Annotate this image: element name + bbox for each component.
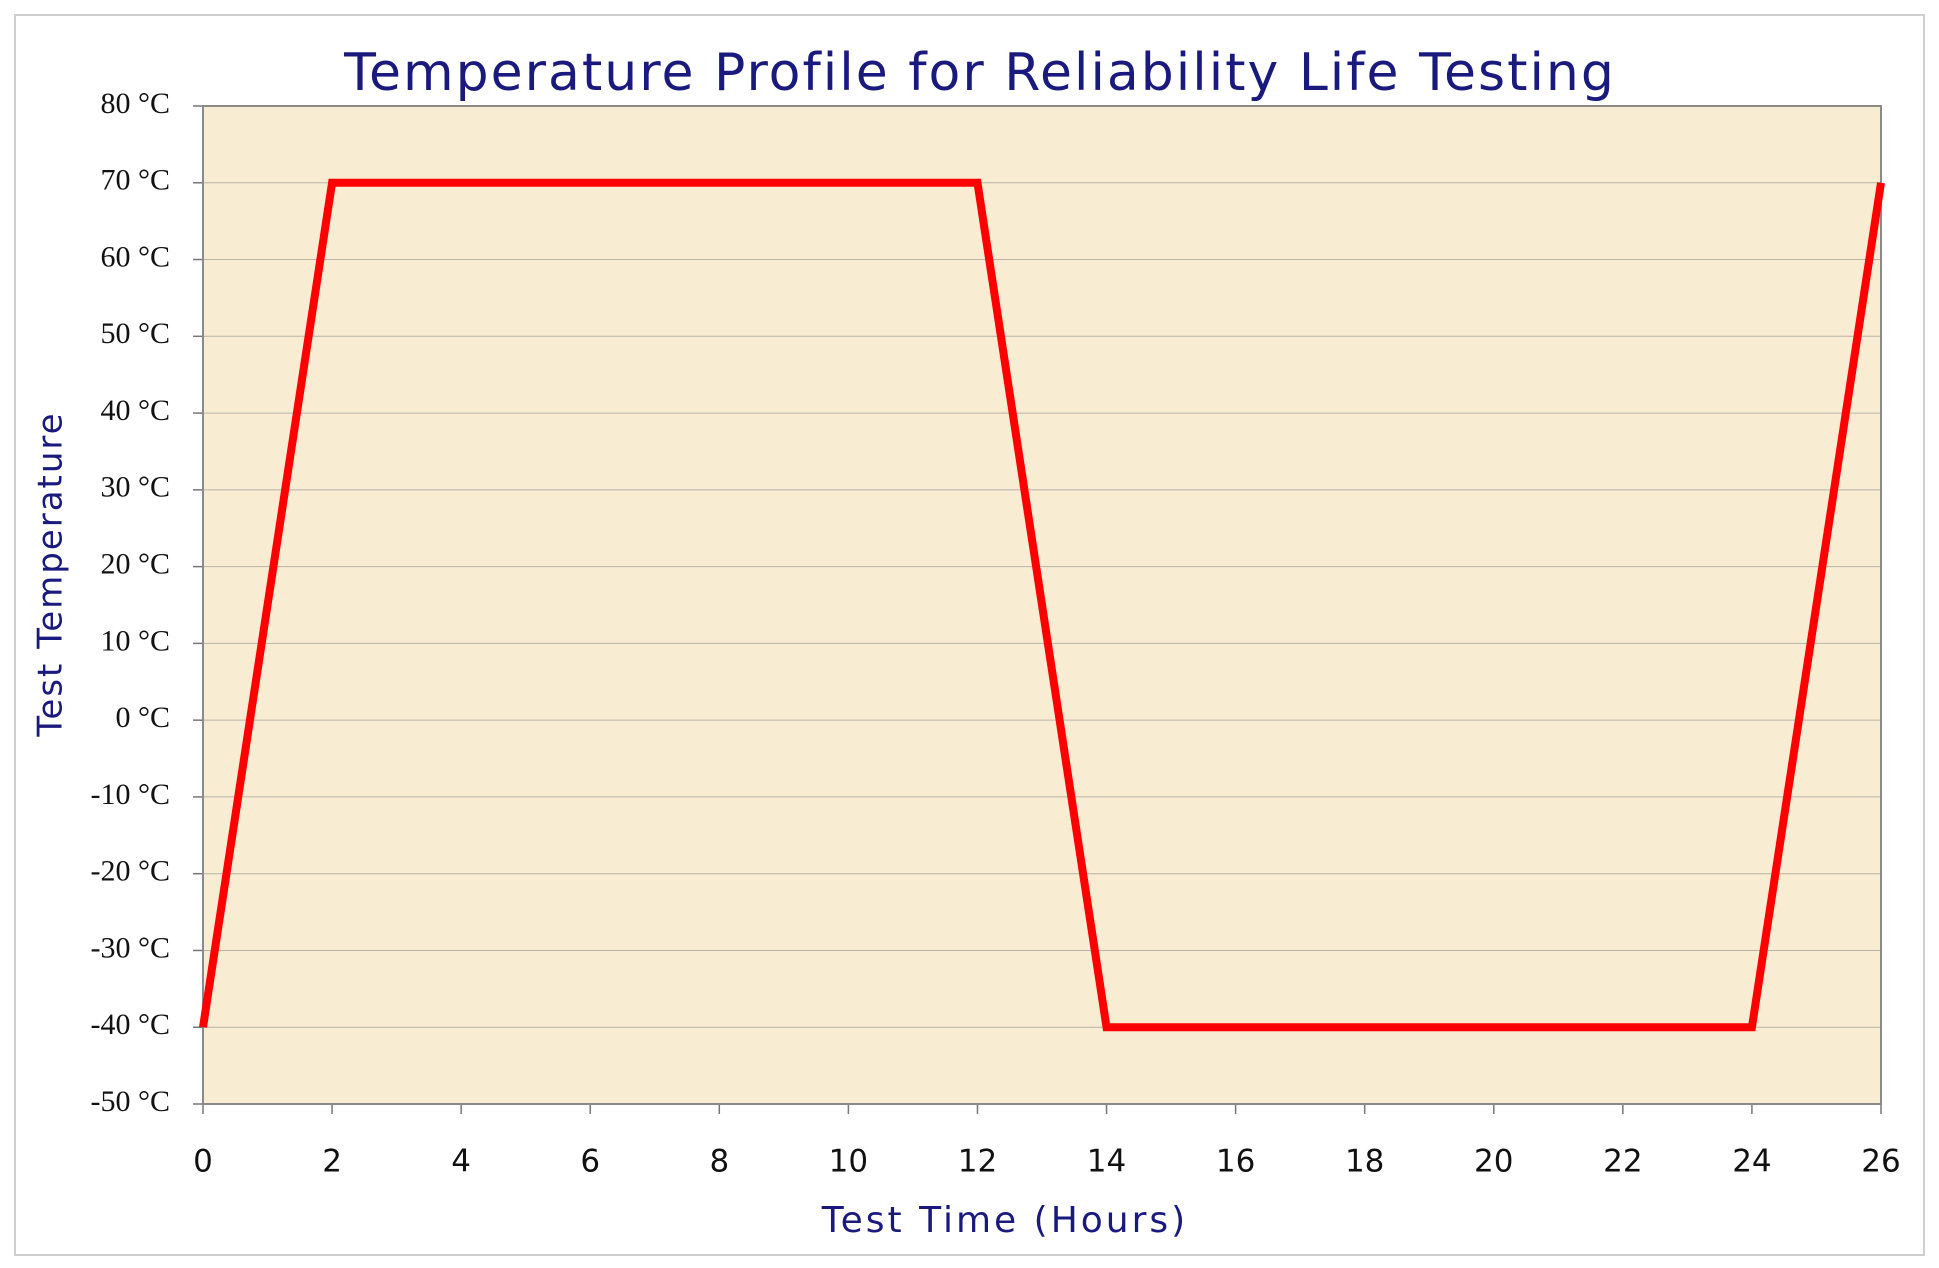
x-tick-label: 8 xyxy=(709,1144,729,1180)
x-tick-label: 16 xyxy=(1216,1144,1255,1180)
y-axis-label: Test Temperature xyxy=(31,411,71,737)
y-tick-label: -10 °C xyxy=(91,778,171,811)
x-tick-label: 14 xyxy=(1087,1144,1126,1180)
y-tick-label: 70 °C xyxy=(100,164,170,197)
data-line xyxy=(199,178,1885,1032)
y-tick-label: 50 °C xyxy=(100,317,170,350)
plot-frame xyxy=(202,105,1882,1105)
y-tick-label: 20 °C xyxy=(100,548,170,581)
y-tick-label: 80 °C xyxy=(100,87,170,120)
x-tick-label: 22 xyxy=(1603,1144,1642,1180)
y-tick-label: 60 °C xyxy=(100,240,170,273)
y-tick-label: 30 °C xyxy=(100,471,170,504)
x-tick-label: 12 xyxy=(958,1144,997,1180)
y-tick-label: -50 °C xyxy=(91,1085,171,1118)
x-tick-label: 18 xyxy=(1345,1144,1384,1180)
y-tick-label: -40 °C xyxy=(91,1008,171,1041)
y-tick-label: -30 °C xyxy=(91,931,171,964)
x-tick-label: 6 xyxy=(580,1144,600,1180)
x-tick-label: 2 xyxy=(322,1144,342,1180)
x-tick-label: 24 xyxy=(1732,1144,1771,1180)
x-tick-label: 26 xyxy=(1861,1144,1900,1180)
y-tick-label: -20 °C xyxy=(91,855,171,888)
x-tick-label: 0 xyxy=(193,1144,213,1180)
x-tick-label: 10 xyxy=(829,1144,868,1180)
x-tick-label: 4 xyxy=(451,1144,471,1180)
y-tick-label: 10 °C xyxy=(100,624,170,657)
chart-title: Temperature Profile for Reliability Life… xyxy=(343,43,1616,103)
y-tick-label: 40 °C xyxy=(100,394,170,427)
x-axis-label: Test Time (Hours) xyxy=(821,1200,1188,1241)
y-tick-label: 0 °C xyxy=(115,701,170,734)
x-tick-label: 20 xyxy=(1474,1144,1513,1180)
